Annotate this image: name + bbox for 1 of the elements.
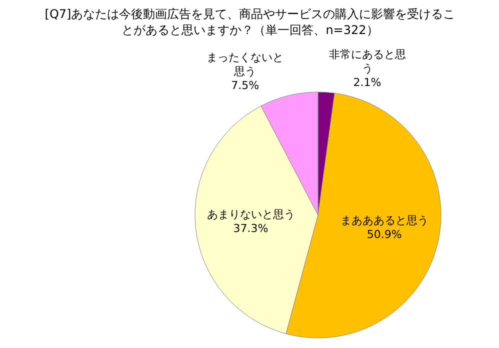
title: [Q7]あなたは今後動画広告を見て、商品やサービスの購入に影響を受けることがあると思いますか？（単一回答、n=322） [44, 6, 456, 38]
